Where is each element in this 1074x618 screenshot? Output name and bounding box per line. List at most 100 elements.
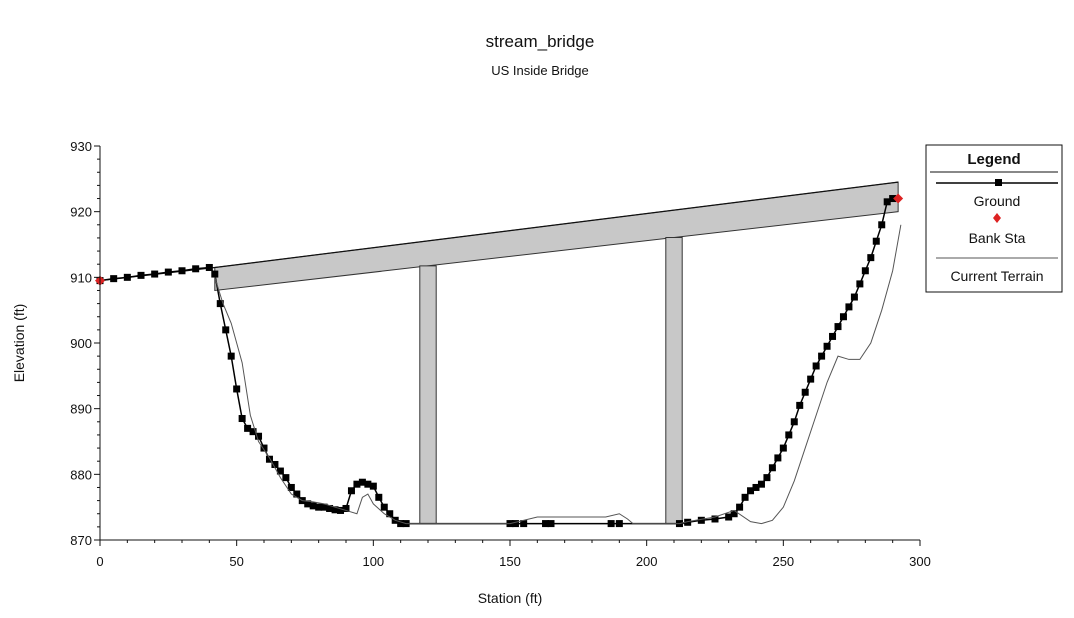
ground-point bbox=[369, 482, 377, 490]
ground-point bbox=[304, 500, 312, 508]
y-tick-label: 870 bbox=[70, 533, 92, 548]
ground-point bbox=[271, 460, 279, 468]
ground-point bbox=[711, 515, 719, 523]
ground-point bbox=[845, 303, 853, 311]
ground-point bbox=[757, 480, 765, 488]
chart-subtitle: US Inside Bridge bbox=[491, 63, 589, 78]
ground-point bbox=[807, 375, 815, 383]
ground-point bbox=[282, 474, 290, 482]
y-tick-label: 900 bbox=[70, 336, 92, 351]
ground-point bbox=[779, 444, 787, 452]
legend: Legend Ground Bank Sta Current Terrain bbox=[925, 144, 1063, 293]
ground-point bbox=[520, 520, 528, 528]
y-tick-label: 890 bbox=[70, 402, 92, 417]
ground-point bbox=[315, 503, 323, 511]
ground-point bbox=[834, 323, 842, 331]
ground-point bbox=[192, 265, 200, 273]
ground-point bbox=[380, 503, 388, 511]
ground-point bbox=[511, 520, 519, 528]
ground-point bbox=[249, 428, 257, 436]
ground-point bbox=[320, 503, 328, 511]
x-tick-label: 300 bbox=[909, 554, 931, 569]
ground-point bbox=[276, 467, 284, 475]
ground-point bbox=[353, 480, 361, 488]
ground-point bbox=[265, 455, 273, 463]
ground-point bbox=[547, 520, 555, 528]
ground-point bbox=[829, 332, 837, 340]
ground-point bbox=[684, 518, 692, 526]
legend-bank-sta-label: Bank Sta bbox=[969, 230, 1026, 246]
ground-point bbox=[872, 237, 880, 245]
ground-point bbox=[725, 513, 733, 521]
ground-point bbox=[326, 504, 334, 512]
chart-title: stream_bridge bbox=[486, 32, 595, 51]
x-tick-label: 250 bbox=[772, 554, 794, 569]
ground-point bbox=[137, 271, 145, 279]
ground-point bbox=[205, 263, 213, 271]
plot-area bbox=[95, 181, 904, 528]
ground-point bbox=[801, 388, 809, 396]
ground-point bbox=[768, 464, 776, 472]
y-tick-label: 910 bbox=[70, 270, 92, 285]
ground-point bbox=[244, 424, 252, 432]
ground-point bbox=[260, 444, 268, 452]
bridge-deck bbox=[214, 181, 899, 292]
ground-point bbox=[233, 385, 241, 393]
ground-point bbox=[785, 431, 793, 439]
ground-point bbox=[818, 352, 826, 360]
legend-ground-marker bbox=[995, 179, 1002, 186]
current-terrain-line bbox=[214, 224, 902, 525]
bridge-pier-2 bbox=[665, 237, 683, 525]
ground-point bbox=[364, 480, 372, 488]
ground-point bbox=[331, 506, 339, 514]
x-tick-label: 150 bbox=[499, 554, 521, 569]
x-tick-label: 100 bbox=[362, 554, 384, 569]
ground-point bbox=[342, 504, 350, 512]
y-tick-label: 920 bbox=[70, 205, 92, 220]
ground-point bbox=[812, 362, 820, 370]
ground-point bbox=[386, 510, 394, 518]
ground-point bbox=[697, 516, 705, 524]
ground-point bbox=[856, 280, 864, 288]
ground-point bbox=[110, 275, 118, 283]
bank-station-point bbox=[893, 193, 904, 204]
ground-point bbox=[796, 401, 804, 409]
x-tick-label: 0 bbox=[96, 554, 103, 569]
bridge-road-line bbox=[99, 181, 899, 282]
ground-point bbox=[861, 267, 869, 275]
y-tick-label: 880 bbox=[70, 467, 92, 482]
legend-title: Legend bbox=[967, 151, 1020, 168]
x-tick-label: 200 bbox=[636, 554, 658, 569]
ground-point bbox=[164, 268, 172, 276]
ground-point bbox=[763, 474, 771, 482]
ground-point bbox=[255, 432, 263, 440]
ground-point bbox=[741, 493, 749, 501]
ground-point bbox=[747, 487, 755, 495]
legend-ground-label: Ground bbox=[974, 193, 1021, 209]
ground-point bbox=[309, 502, 317, 510]
ground-point bbox=[878, 221, 886, 229]
ground-point bbox=[337, 506, 345, 514]
ground-point bbox=[238, 415, 246, 423]
ground-point bbox=[211, 270, 219, 278]
ground-point bbox=[151, 270, 159, 278]
ground-point bbox=[730, 510, 738, 518]
ground-point bbox=[615, 520, 623, 528]
y-axis-label: Elevation (ft) bbox=[11, 304, 27, 383]
ground-point bbox=[287, 483, 295, 491]
ground-point bbox=[222, 326, 230, 334]
ground-point bbox=[178, 267, 186, 275]
ground-point bbox=[542, 520, 550, 528]
ground-point bbox=[293, 490, 301, 498]
ground-point bbox=[752, 483, 760, 491]
bridge-pier-1 bbox=[419, 265, 437, 525]
ground-point bbox=[123, 273, 131, 281]
ground-point bbox=[216, 300, 224, 308]
ground-point bbox=[774, 454, 782, 462]
ground-point bbox=[790, 418, 798, 426]
x-axis-label: Station (ft) bbox=[478, 590, 543, 606]
ground-point bbox=[883, 198, 891, 206]
ground-point bbox=[347, 487, 355, 495]
ground-point bbox=[823, 342, 831, 350]
